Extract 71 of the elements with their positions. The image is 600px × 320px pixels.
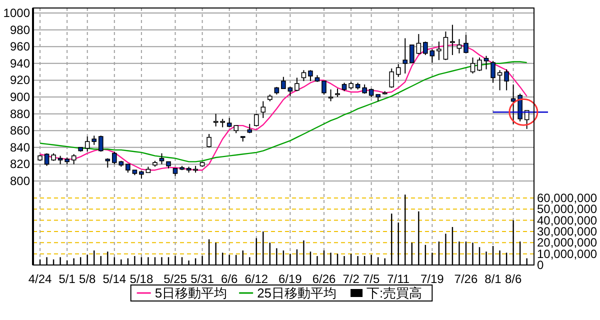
x-tick-label: 7/2 [342,272,360,286]
candlestick [464,34,468,54]
candlestick [328,88,334,102]
x-tick-label: 7/11 [387,272,410,286]
x-tick-label: 6/19 [278,272,302,286]
candlestick [504,68,509,91]
candlestick [112,151,117,165]
x-tick-label: 8/1 [484,272,502,286]
candlestick [430,48,435,64]
y2-tick-label: 60,000,000 [537,190,598,205]
x-tick-label: 5/8 [79,272,96,286]
candlestick [322,80,326,96]
candlestick [44,152,50,166]
x-tick-label: 5/25 [164,272,188,286]
x-tick-label: 8/6 [504,272,522,286]
x-tick-label: 5/14 [102,272,126,286]
y-tick-label: 940 [10,56,30,70]
x-tick-label: 6/12 [244,272,268,286]
candlestick [477,57,482,72]
x-tick-label: 6/6 [221,272,238,286]
x-tick-label: 5/1 [58,272,76,286]
candlestick [409,44,414,63]
legend-label: 25日移動平均 [257,286,337,300]
candlestick [450,24,455,56]
candlestick [71,154,76,165]
candlestick [288,86,293,97]
candlestick [423,41,428,56]
legend-label: 5日移動平均 [154,286,228,300]
y-tick-label: 880 [10,106,30,121]
x-tick-label: 5/31 [190,272,214,286]
x-tick-label: 5/18 [130,272,154,286]
candlestick [389,68,394,88]
y-tick-label: 960 [10,40,30,54]
candlestick [396,64,401,78]
candlestick [281,76,286,90]
candlestick [213,113,218,127]
candlestick [362,84,367,94]
candlestick [490,60,496,84]
candlestick [308,70,313,82]
y-tick-label: 800 [10,174,30,188]
candlestick [402,38,408,74]
y-tick-label: 840 [10,140,30,154]
x-tick-label: 6/26 [312,272,336,286]
candlestick [301,70,306,82]
candlestick [159,152,164,165]
candlestick [98,135,104,152]
x-tick-label: 7/19 [420,272,444,286]
y2-tick-label: 0 [537,258,544,272]
y-tick-label: 860 [10,124,30,138]
candlestick [254,113,259,127]
candlestick [226,118,232,128]
candlestick [443,31,448,61]
candlestick [294,77,300,92]
y-tick-label: 900 [10,90,30,104]
x-tick-label: 4/24 [28,272,52,286]
x-tick-label: 7/5 [362,272,380,286]
candlestick [470,57,476,74]
candlestick [416,34,422,55]
candlestick [247,123,252,134]
candlestick [456,38,462,54]
x-tick-label: 7/26 [454,272,478,286]
y-tick-label: 980 [10,22,30,37]
y-tick-label: 1000 [3,6,30,20]
candlestick [260,100,266,119]
candlestick [105,158,110,168]
candlestick [206,133,212,148]
candlestick [518,93,522,122]
y-tick-label: 820 [10,157,30,172]
candlestick [484,55,489,70]
y-tick-label: 920 [10,73,30,88]
legend-label: 下:売買高 [366,286,422,300]
